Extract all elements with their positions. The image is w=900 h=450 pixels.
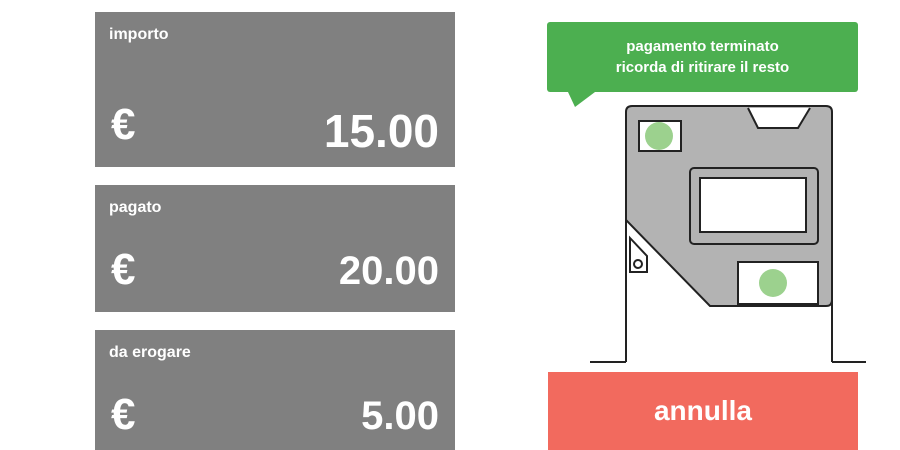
message-line: ricorda di ritirare il resto <box>547 57 858 78</box>
message-bubble: pagamento terminato ricorda di ritirare … <box>547 22 858 92</box>
bubble-tail <box>568 92 595 107</box>
coin-slot <box>639 121 681 151</box>
panel-label: pagato <box>109 199 161 217</box>
amount: 15.00 <box>324 104 439 158</box>
side-panel <box>630 238 647 272</box>
screen-frame <box>690 168 818 244</box>
cancel-button[interactable]: annulla <box>548 372 858 450</box>
amount-panel: da erogare € 5.00 <box>95 330 455 450</box>
amount-panel: importo € 15.00 <box>95 12 455 167</box>
screen <box>700 178 806 232</box>
change-tray <box>738 262 818 304</box>
currency-symbol: € <box>111 100 135 150</box>
machine-body <box>626 106 832 306</box>
message-line: pagamento terminato <box>547 36 858 57</box>
page: importo € 15.00 pagato € 20.00 da erogar… <box>0 0 900 450</box>
indicator <box>759 269 787 297</box>
machine-slot <box>748 108 810 128</box>
machine-stand <box>590 220 866 362</box>
indicator <box>645 122 673 150</box>
amount: 5.00 <box>361 394 439 439</box>
amount-panel: pagato € 20.00 <box>95 185 455 312</box>
currency-symbol: € <box>111 390 135 440</box>
panel-label: importo <box>109 26 169 44</box>
currency-symbol: € <box>111 245 135 295</box>
amount: 20.00 <box>339 249 439 294</box>
lock <box>634 260 642 268</box>
panel-label: da erogare <box>109 344 191 362</box>
